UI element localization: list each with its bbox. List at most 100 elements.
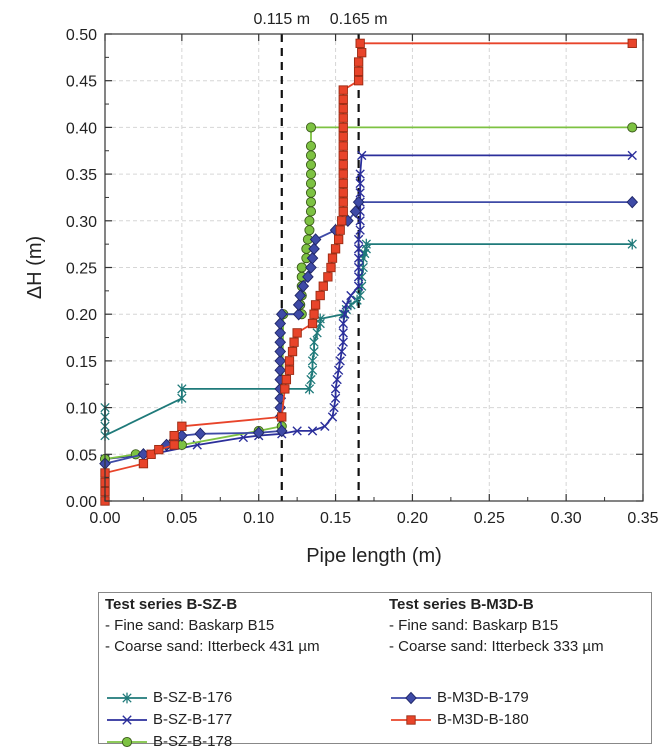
data-point: [169, 440, 179, 450]
legend-swatch: [107, 736, 147, 748]
data-point: [305, 169, 317, 180]
data-point: [627, 38, 637, 48]
data-point: [330, 244, 341, 254]
data-point: [302, 270, 314, 284]
data-point: [353, 253, 364, 263]
legend-entry-label: B-M3D-B-179: [437, 689, 529, 706]
data-point: [355, 216, 365, 226]
x-tick-label: 0.10: [243, 510, 274, 527]
data-point: [338, 178, 348, 189]
data-point: [353, 76, 364, 86]
reference-lines: 0.115 m 0.165 m: [253, 11, 388, 501]
series-b-sz-b-177: [100, 150, 637, 464]
data-point: [287, 346, 298, 357]
legend-swatch: [391, 691, 431, 705]
data-point: [355, 188, 365, 198]
data-point: [353, 262, 364, 273]
data-point: [169, 430, 179, 441]
data-point: [338, 328, 348, 338]
data-point: [274, 326, 287, 340]
y-tick-label: 0.05: [66, 447, 97, 464]
data-point: [177, 392, 187, 404]
data-point: [274, 363, 287, 377]
data-point: [309, 336, 319, 348]
y-tick-label: 0.45: [66, 74, 97, 91]
data-point: [304, 215, 315, 226]
legend-entry-label: B-SZ-B-176: [153, 689, 233, 706]
series-line: [104, 243, 633, 437]
data-point: [330, 393, 341, 403]
data-point: [326, 262, 336, 273]
legend-group1-coarse-sand: - Coarse sand: Itterbeck 431 µm: [105, 638, 320, 655]
data-point: [252, 426, 265, 440]
axes: 0.00 0.05 0.10 0.15 0.20 0.25 0.30 0.35 0.00 0.05…: [66, 27, 659, 527]
data-point: [357, 48, 367, 58]
data-point: [177, 383, 187, 395]
data-point: [284, 356, 295, 366]
data-point: [309, 309, 319, 319]
data-point: [338, 113, 348, 123]
data-point: [335, 225, 345, 235]
data-point: [323, 272, 333, 282]
data-point: [277, 412, 287, 422]
data-point: [338, 160, 348, 170]
data-point: [627, 122, 638, 133]
data-point: [627, 238, 637, 250]
data-point: [355, 38, 365, 48]
legend-group2-coarse-sand: - Coarse sand: Itterbeck 333 µm: [389, 638, 604, 655]
data-point: [338, 169, 348, 179]
data-point: [307, 355, 318, 367]
y-tick-label: 0.25: [66, 261, 97, 278]
y-tick-label: 0.15: [66, 354, 97, 371]
reference-line-label: 0.115 m: [253, 11, 310, 28]
x-tick-label: 0.35: [627, 510, 658, 527]
data-point: [307, 426, 318, 436]
data-point: [305, 178, 317, 189]
y-tick-label: 0.50: [66, 27, 97, 44]
data-point: [335, 356, 345, 366]
legend-group2-title: Test series B-M3D-B: [389, 596, 534, 613]
data-point: [338, 104, 348, 114]
data-point: [194, 427, 207, 441]
data-point: [146, 449, 156, 459]
reference-line-label: 0.165 m: [330, 11, 388, 28]
data-point: [627, 150, 637, 161]
data-point: [154, 444, 164, 455]
x-tick-label: 0.05: [166, 510, 197, 527]
data-point: [292, 328, 302, 338]
x-tick-label: 0.20: [397, 510, 428, 527]
x-tick-label: 0.30: [551, 510, 582, 527]
data-point: [306, 374, 316, 385]
data-point: [338, 337, 348, 347]
series-b-sz-b-176: [100, 238, 637, 442]
legend-group1-title: Test series B-SZ-B: [105, 596, 238, 613]
data-point: [353, 272, 364, 282]
y-axis-label: ΔH (m): [24, 236, 46, 299]
data-point: [332, 374, 342, 385]
legend-swatch-marker: [406, 715, 416, 725]
y-tick-label: 0.30: [66, 214, 97, 231]
data-point: [329, 402, 339, 413]
data-point: [330, 384, 341, 394]
data-point: [327, 412, 338, 422]
data-point: [275, 307, 288, 321]
data-point: [309, 233, 322, 246]
data-point: [281, 374, 292, 385]
data-point: [289, 337, 299, 347]
data-point: [355, 225, 365, 235]
y-tick-label: 0.20: [66, 307, 97, 324]
data-point: [297, 279, 310, 293]
data-point: [338, 94, 348, 105]
series-line: [104, 154, 633, 460]
legend-entry-label: B-M3D-B-180: [437, 711, 529, 728]
data-point: [177, 421, 187, 431]
legend-swatch-marker: [121, 736, 133, 748]
data-point: [292, 307, 305, 321]
data-point: [307, 318, 318, 329]
data-point: [338, 318, 348, 329]
data-point: [353, 281, 364, 291]
data-point: [355, 290, 365, 301]
data-point: [346, 290, 356, 301]
data-point: [305, 159, 317, 170]
